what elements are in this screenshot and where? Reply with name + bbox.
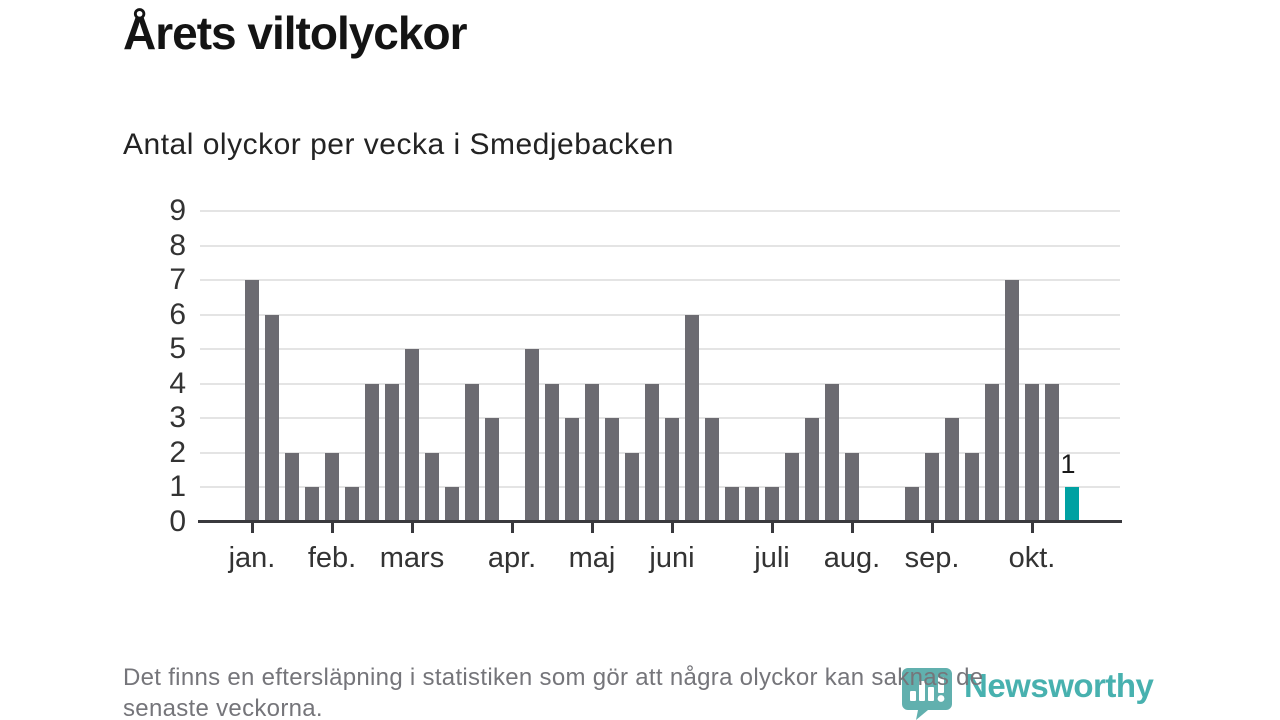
- bar-week-21: [645, 383, 659, 522]
- bar-week-41: [1045, 383, 1059, 522]
- month-tick-mars: [410, 523, 414, 533]
- bar-week-39: [1005, 280, 1019, 522]
- bar-week-4: [305, 487, 319, 522]
- gridline-y9: [200, 210, 1120, 213]
- bar-week-31: [845, 452, 859, 522]
- bar-week-9: [405, 349, 419, 522]
- month-label-maj: maj: [568, 542, 616, 574]
- month-label-sep: sep.: [904, 542, 960, 574]
- y-tick-label-7: 7: [169, 263, 186, 297]
- bar-week-40: [1025, 383, 1039, 522]
- y-tick-label-8: 8: [169, 228, 186, 262]
- gridline-y5: [200, 348, 1120, 351]
- gridline-y2: [200, 451, 1120, 454]
- y-tick-label-5: 5: [169, 332, 186, 366]
- page-title: Årets viltolyckor: [123, 7, 467, 59]
- bar-week-34: [905, 487, 919, 522]
- bar-week-37: [965, 452, 979, 522]
- bar-week-8: [385, 383, 399, 522]
- month-label-mars: mars: [379, 542, 445, 574]
- month-label-okt: okt.: [1008, 542, 1056, 574]
- bar-week-12: [465, 383, 479, 522]
- bar-week-6: [345, 487, 359, 522]
- month-tick-apr: [510, 523, 514, 533]
- month-tick-jan: [250, 523, 254, 533]
- month-tick-okt: [1030, 523, 1034, 533]
- newsworthy-logo-text: Newsworthy: [964, 667, 1154, 704]
- bar-week-17: [565, 418, 579, 522]
- newsworthy-chart-bubble-icon: [902, 668, 952, 720]
- bar-week-5: [325, 452, 339, 522]
- gridline-y4: [200, 382, 1120, 385]
- month-tick-juli: [770, 523, 774, 533]
- bar-week-25: [725, 487, 739, 522]
- bar-week-22: [665, 418, 679, 522]
- bar-week-29: [805, 418, 819, 522]
- bar-week-13: [485, 418, 499, 522]
- month-label-jan: jan.: [228, 542, 276, 574]
- gridline-y6: [200, 313, 1120, 316]
- month-label-aug: aug.: [823, 542, 881, 574]
- bar-week-24: [705, 418, 719, 522]
- bar-week-19: [605, 418, 619, 522]
- y-tick-label-1: 1: [169, 470, 186, 504]
- footer-note-line: senaste veckorna.: [123, 695, 323, 720]
- footer-note-line: Det finns en eftersläpning i statistiken…: [123, 664, 984, 691]
- month-label-juni: juni: [649, 542, 695, 574]
- bar-week-11: [445, 487, 459, 522]
- last-bar-value-label: 1: [1060, 449, 1076, 480]
- y-tick-label-0: 0: [169, 504, 186, 538]
- gridline-y3: [200, 417, 1120, 420]
- month-tick-aug: [850, 523, 854, 533]
- x-axis-line: [198, 520, 1122, 523]
- gridline-y1: [200, 486, 1120, 489]
- y-tick-label-4: 4: [169, 366, 186, 400]
- month-label-apr: apr.: [487, 542, 537, 574]
- bar-week-16: [545, 383, 559, 522]
- bar-week-1: [245, 280, 259, 522]
- bar-week-27: [765, 487, 779, 522]
- bar-week-3: [285, 452, 299, 522]
- bar-week-7: [365, 383, 379, 522]
- footer-note: Det finns en eftersläpning i statistiken…: [123, 662, 983, 720]
- bar-week-26: [745, 487, 759, 522]
- bar-week-30: [825, 383, 839, 522]
- y-tick-label-3: 3: [169, 401, 186, 435]
- y-tick-label-9: 9: [169, 194, 186, 228]
- bar-week-35: [925, 452, 939, 522]
- bar-week-15: [525, 349, 539, 522]
- bar-week-20: [625, 452, 639, 522]
- month-tick-maj: [590, 523, 594, 533]
- highlight-bar-week-42: [1065, 487, 1079, 522]
- month-tick-sep: [930, 523, 934, 533]
- gridline-y7: [200, 279, 1120, 282]
- bar-week-38: [985, 383, 999, 522]
- bar-week-2: [265, 314, 279, 522]
- bar-week-23: [685, 314, 699, 522]
- gridline-y8: [200, 244, 1120, 247]
- month-tick-feb: [330, 523, 334, 533]
- bar-week-10: [425, 452, 439, 522]
- month-label-juli: juli: [754, 542, 790, 574]
- bar-week-36: [945, 418, 959, 522]
- month-tick-juni: [670, 523, 674, 533]
- y-tick-label-6: 6: [169, 297, 186, 331]
- newsworthy-logo: Newsworthy: [898, 664, 1154, 720]
- bar-week-18: [585, 383, 599, 522]
- bar-week-28: [785, 452, 799, 522]
- chart-subtitle: Antal olyckor per vecka i Smedjebacken: [123, 128, 674, 161]
- y-tick-label-2: 2: [169, 435, 186, 469]
- month-label-feb: feb.: [307, 542, 357, 574]
